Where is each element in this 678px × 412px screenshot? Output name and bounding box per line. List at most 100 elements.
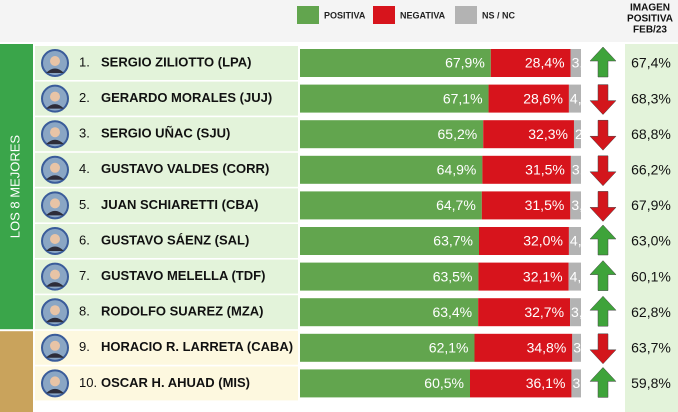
bar-segment xyxy=(300,333,475,362)
trend-arrow xyxy=(589,333,617,365)
value-label: 36,1% xyxy=(526,375,566,391)
legend-swatch xyxy=(455,6,477,24)
row-bg xyxy=(35,366,298,401)
avatar-body xyxy=(46,139,64,145)
previous-column-bg xyxy=(625,44,678,412)
trend-arrow xyxy=(589,260,617,291)
value-label: 34,8% xyxy=(527,340,567,356)
value-label: 32,7% xyxy=(524,304,564,320)
row-bg xyxy=(35,188,298,223)
avatar-body xyxy=(46,388,64,394)
avatar-face xyxy=(50,198,60,209)
bar-segment xyxy=(300,298,479,327)
avatar-body xyxy=(46,210,64,216)
value-label: 63,7% xyxy=(433,233,473,249)
bar-segment xyxy=(568,227,581,255)
rank: 9. xyxy=(79,339,90,354)
bar-segment xyxy=(570,155,581,184)
rank: 8. xyxy=(79,304,90,319)
value-label: 62,1% xyxy=(429,340,469,356)
previous-value: 62,8% xyxy=(631,304,671,320)
name: RODOLFO SUAREZ (MZA) xyxy=(101,304,263,319)
previous-title: POSITIVA xyxy=(627,14,673,25)
value-label: 67,1% xyxy=(443,90,483,106)
value-label: 64,7% xyxy=(436,197,476,213)
name: GUSTAVO VALDES (CORR) xyxy=(101,161,269,176)
trend-arrow xyxy=(589,191,617,222)
row-bg xyxy=(35,117,298,152)
value-label: 31,5% xyxy=(525,197,565,213)
avatar-face xyxy=(50,305,60,316)
bar-segment xyxy=(470,369,572,398)
group-band xyxy=(0,44,33,330)
value-label: 2,5 xyxy=(575,126,595,142)
value-label: 63,4% xyxy=(432,304,472,320)
value-label: 3,8 xyxy=(571,197,591,213)
value-label: 67,9% xyxy=(445,55,485,71)
value-label: 32,1% xyxy=(523,268,563,284)
trend-arrow xyxy=(589,84,617,115)
previous-title: IMAGEN xyxy=(630,3,670,14)
trend-arrow xyxy=(589,46,617,78)
previous-value: 68,3% xyxy=(631,90,671,106)
legend-label: NS / NC xyxy=(482,10,516,20)
name: GUSTAVO SÁENZ (SAL) xyxy=(101,232,249,247)
bar-segment xyxy=(300,84,489,113)
avatar-body xyxy=(46,246,64,251)
bar-segment xyxy=(490,49,571,77)
bar-segment xyxy=(474,333,573,362)
bar-segment xyxy=(300,369,471,398)
name: SERGIO UÑAC (SJU) xyxy=(101,126,230,141)
header-bg xyxy=(0,0,678,42)
value-label: 3,1 xyxy=(573,340,593,356)
value-label: 32,0% xyxy=(523,233,563,249)
name: GUSTAVO MELELLA (TDF) xyxy=(101,268,265,283)
row-bg xyxy=(35,46,298,80)
avatar-face xyxy=(50,376,60,387)
previous-value: 66,2% xyxy=(631,162,671,178)
avatar-body xyxy=(46,317,64,323)
legend-label: POSITIVA xyxy=(324,10,366,20)
value-label: 60,5% xyxy=(424,375,464,391)
rank: 10. xyxy=(79,375,97,390)
bar-segment xyxy=(483,120,574,149)
value-label: 4,3 xyxy=(570,90,590,106)
value-label: 63,5% xyxy=(433,268,473,284)
avatar-body xyxy=(46,282,64,287)
value-label: 3,9 xyxy=(571,304,591,320)
rank: 3. xyxy=(79,126,90,141)
legend-label: NEGATIVA xyxy=(400,10,446,20)
avatar-body xyxy=(46,175,64,180)
bar-segment xyxy=(568,84,581,113)
bar-segment xyxy=(478,298,571,327)
trend-arrow xyxy=(589,224,617,256)
bar-segment xyxy=(300,49,491,77)
bar-segment xyxy=(481,191,571,220)
previous-value: 63,7% xyxy=(631,340,671,356)
value-label: 3,6 xyxy=(572,162,592,178)
previous-value: 59,8% xyxy=(631,375,671,391)
avatar-face xyxy=(50,234,60,244)
previous-title: FEB/23 xyxy=(633,25,667,36)
row-bg xyxy=(35,152,298,187)
bar-segment xyxy=(478,262,569,291)
group-label: LOS 8 MEJORES xyxy=(7,135,22,239)
value-label: 3,4 xyxy=(572,375,592,391)
previous-value: 68,8% xyxy=(631,126,671,142)
trend-arrow xyxy=(589,295,617,327)
value-label: 64,9% xyxy=(437,162,477,178)
value-label: 28,4% xyxy=(525,55,565,71)
bar-segment xyxy=(571,369,581,398)
value-label: 28,6% xyxy=(523,90,563,106)
value-label: 3,7 xyxy=(572,55,592,71)
value-label: 4,4 xyxy=(570,268,590,284)
rank: 2. xyxy=(79,90,90,105)
bar-segment xyxy=(300,262,479,291)
value-label: 4,3 xyxy=(570,233,590,249)
legend-swatch xyxy=(297,6,319,24)
previous-value: 63,0% xyxy=(631,233,671,249)
name: GERARDO MORALES (JUJ) xyxy=(101,90,272,105)
avatar-body xyxy=(46,104,64,109)
previous-value: 67,4% xyxy=(631,55,671,71)
bar-segment xyxy=(572,333,581,362)
